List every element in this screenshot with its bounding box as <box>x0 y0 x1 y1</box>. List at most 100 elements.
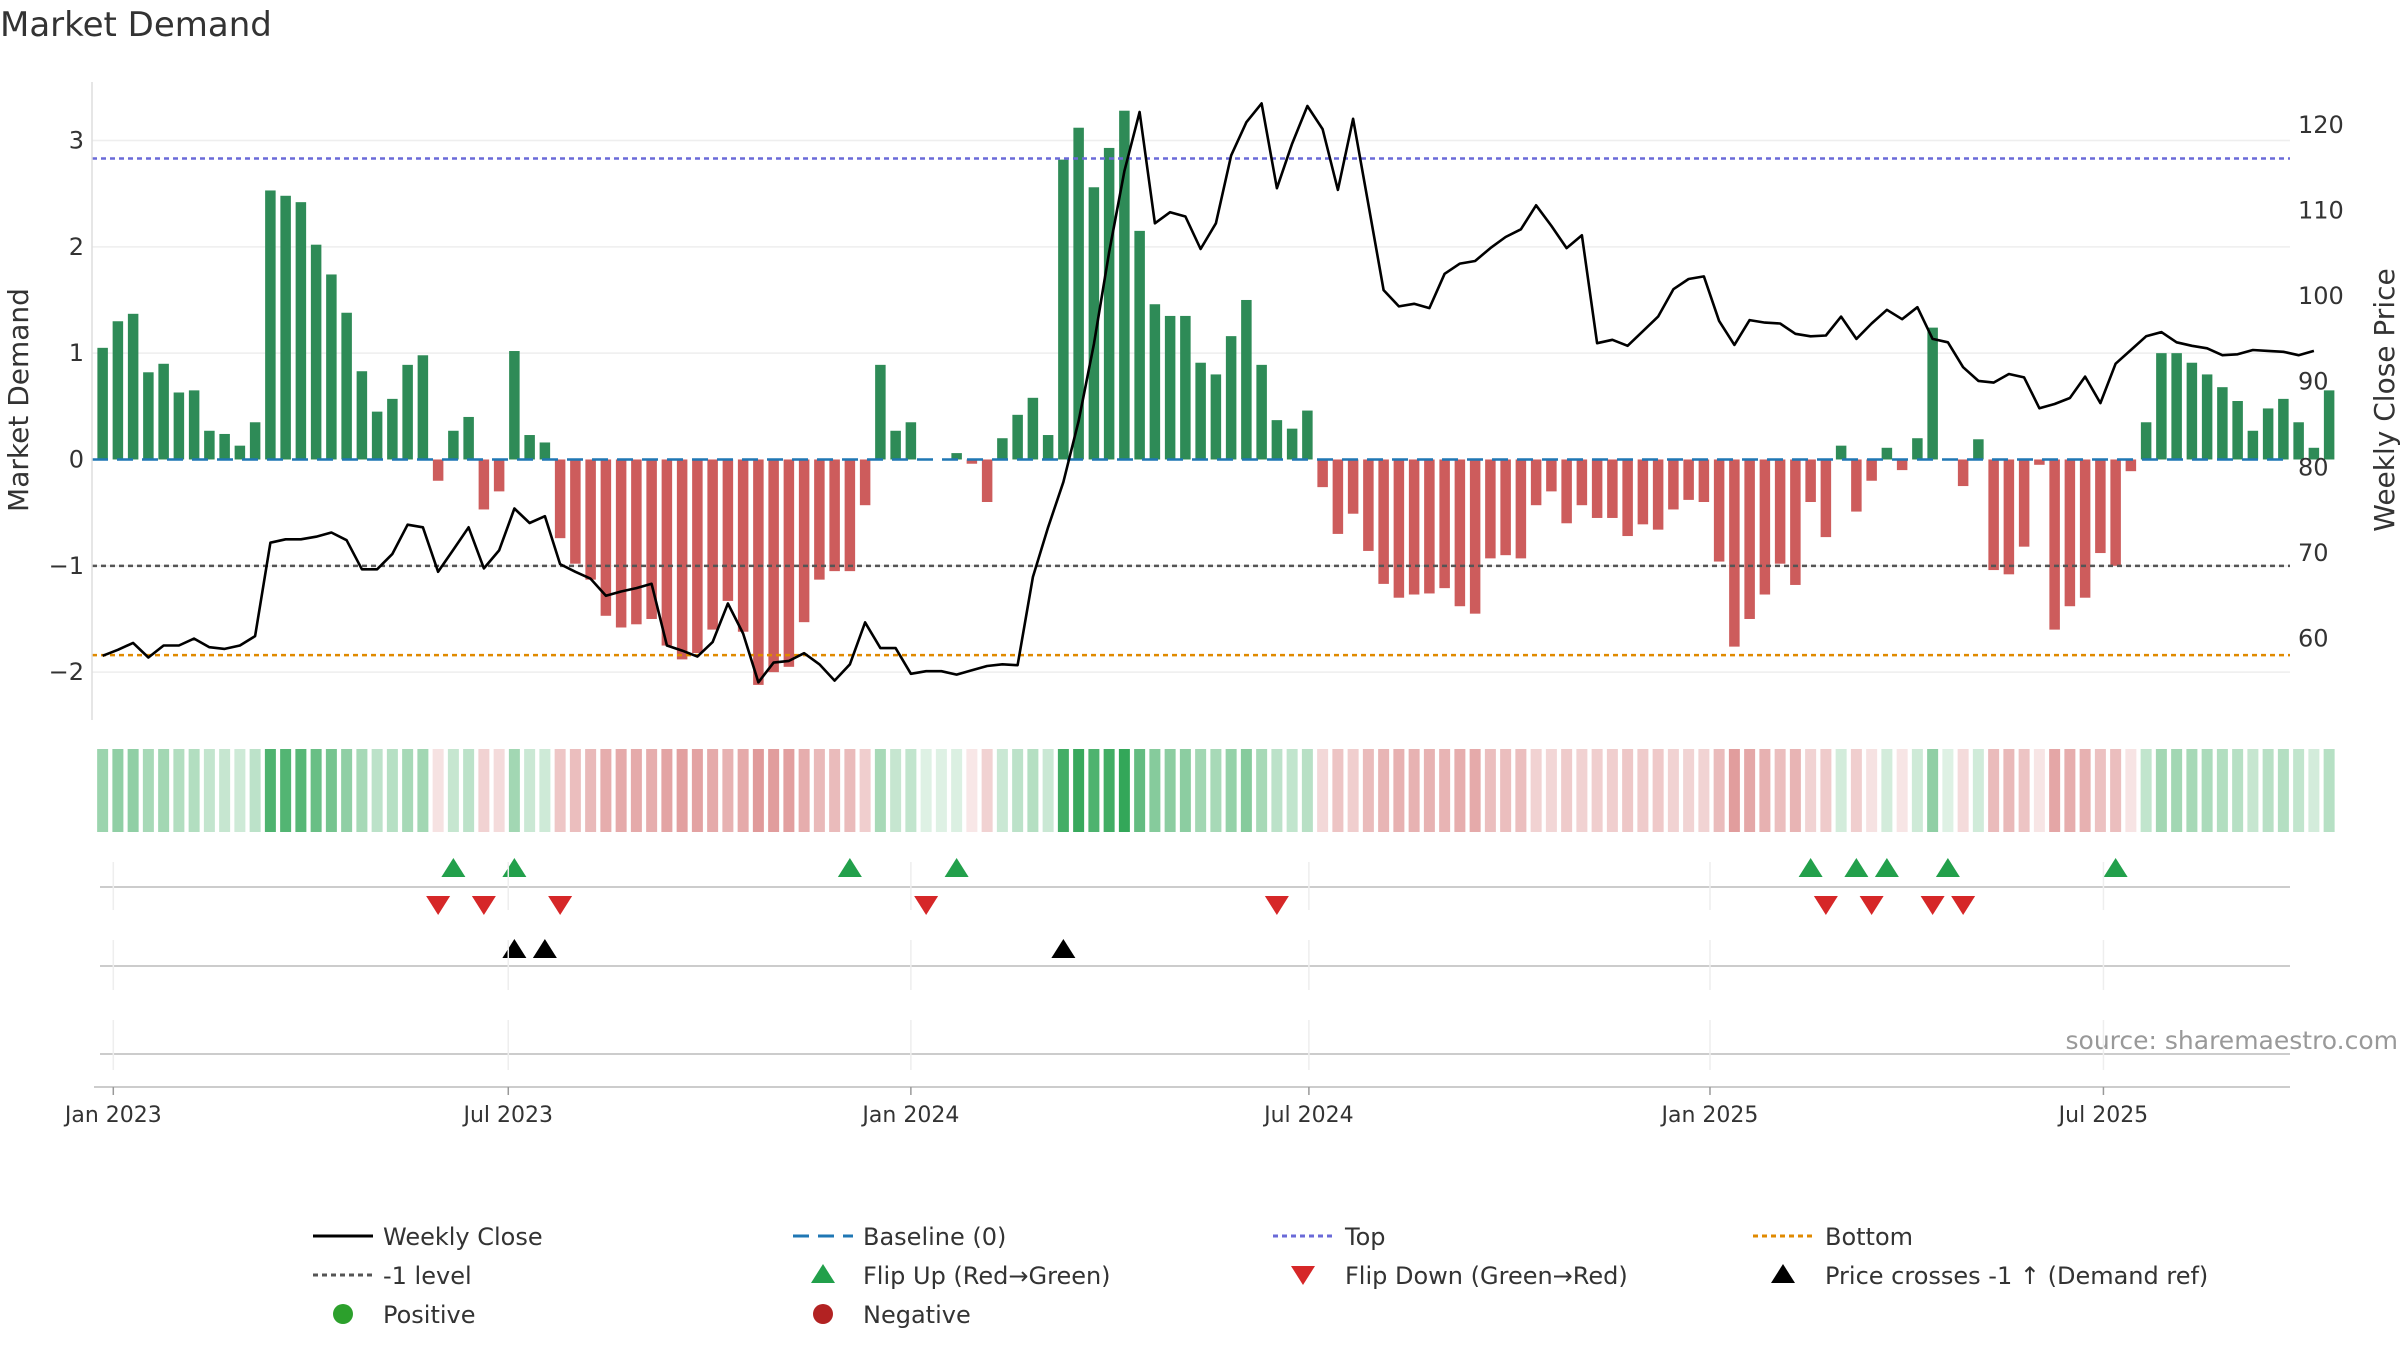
positive-bar <box>234 445 246 460</box>
negative-bar <box>829 459 840 572</box>
flip-up-marker <box>2103 858 2128 877</box>
heat-cell <box>1972 749 1984 832</box>
demand-heat-strip <box>97 749 2335 832</box>
heat-cell <box>97 749 109 832</box>
negative-bar <box>1744 459 1755 619</box>
y-tick-label-right: 60 <box>2298 625 2329 653</box>
heat-cell <box>874 749 886 832</box>
heat-cell <box>2293 749 2305 832</box>
positive-bar <box>2278 398 2289 460</box>
negative-bar <box>2125 459 2137 472</box>
x-tick-label: Jul 2023 <box>462 1103 554 1128</box>
positive-bar <box>509 351 520 460</box>
legend-baseline: Baseline (0) <box>793 1223 1006 1251</box>
positive-bar <box>1271 420 1283 460</box>
heat-cell <box>890 749 902 832</box>
flip-up-marker <box>1874 858 1899 877</box>
heat-cell <box>951 749 963 832</box>
heat-cell <box>600 749 612 832</box>
flip-up-marker <box>837 858 862 877</box>
heat-cell <box>386 749 398 832</box>
positive-bar <box>249 422 261 460</box>
positive-bar <box>204 430 215 460</box>
legend-flip-down-icon <box>1291 1266 1315 1285</box>
heat-cell <box>1698 749 1710 832</box>
heat-cell <box>1500 749 1512 832</box>
negative-bar <box>661 459 673 646</box>
negative-bar <box>1378 459 1389 584</box>
heat-cell <box>1347 749 1359 832</box>
negative-bar <box>1347 459 1359 514</box>
negative-bar <box>722 459 734 601</box>
negative-bar <box>2034 459 2045 465</box>
positive-bar <box>2140 422 2152 460</box>
heat-cell <box>1240 749 1252 832</box>
heat-cell <box>1820 749 1832 832</box>
heat-cell <box>1591 749 1603 832</box>
positive-bar <box>1027 397 1039 460</box>
positive-bar <box>387 398 398 460</box>
chart-title: Market Demand <box>0 5 272 45</box>
negative-bar <box>1454 459 1466 607</box>
negative-bar <box>1591 459 1603 518</box>
negative-bar <box>798 459 810 623</box>
positive-bar <box>1835 445 1847 460</box>
positive-bar <box>1164 315 1176 460</box>
heat-cell <box>996 749 1008 832</box>
positive-bar <box>265 190 276 460</box>
positive-bar <box>875 364 886 460</box>
price-cross-marker <box>1051 939 1076 958</box>
y-tick-label-left: 1 <box>69 339 84 367</box>
x-ticks: Jan 2023 Jul 2023 Jan 2024 Jul 2024 Jan 2025… <box>63 1087 2148 1128</box>
positive-bar <box>951 453 962 460</box>
heat-cell <box>1408 749 1420 832</box>
heat-cell <box>203 749 215 832</box>
y-tick-label-right: 110 <box>2298 196 2344 224</box>
positive-bar <box>1927 327 1938 460</box>
heat-cell <box>1286 749 1298 832</box>
heat-cell <box>2140 749 2152 832</box>
legend-negative: Negative <box>813 1301 971 1329</box>
heat-cell <box>813 749 825 832</box>
heat-cell <box>1469 749 1481 832</box>
x-tick-label: Jan 2025 <box>1660 1103 1759 1128</box>
legend-positive-dot <box>333 1304 353 1324</box>
heat-cell <box>1606 749 1618 832</box>
heat-cell <box>2110 749 2122 832</box>
heat-cell <box>1881 749 1893 832</box>
positive-bar <box>280 195 291 460</box>
y-tick-label-right: 100 <box>2298 282 2344 310</box>
flip-up-marker <box>1935 858 1960 877</box>
heat-cell <box>981 749 993 832</box>
positive-bar <box>1134 230 1145 460</box>
negative-bar <box>1408 459 1420 595</box>
y-tick-label-right: 90 <box>2298 368 2329 396</box>
heat-cell <box>783 749 795 832</box>
heat-cell <box>1271 749 1283 832</box>
legend-negative-dot <box>813 1304 833 1324</box>
legend-flip-down: Flip Down (Green→Red) <box>1291 1262 1628 1290</box>
positive-bar <box>295 202 307 460</box>
positive-bar <box>2201 374 2213 460</box>
x-tick-label: Jul 2024 <box>1262 1103 1354 1128</box>
heat-cell <box>1484 749 1496 832</box>
heat-cell <box>2277 749 2289 832</box>
heat-cell <box>1179 749 1191 832</box>
positive-bar <box>463 416 474 460</box>
positive-bar <box>310 244 322 460</box>
flip-down-marker <box>1920 896 1945 915</box>
y-tick-label-left: 3 <box>69 126 84 154</box>
flip-down-marker <box>548 896 573 915</box>
heat-cell <box>188 749 200 832</box>
heat-cell <box>1805 749 1817 832</box>
negative-bar <box>570 459 581 564</box>
negative-bar <box>1988 459 1999 571</box>
heat-cell <box>2033 749 2045 832</box>
heat-cell <box>1256 749 1268 832</box>
negative-bar <box>707 459 718 630</box>
heat-cell <box>1652 749 1664 832</box>
heat-cell <box>844 749 856 832</box>
positive-bar <box>1210 374 1222 460</box>
heat-cell <box>1454 749 1466 832</box>
